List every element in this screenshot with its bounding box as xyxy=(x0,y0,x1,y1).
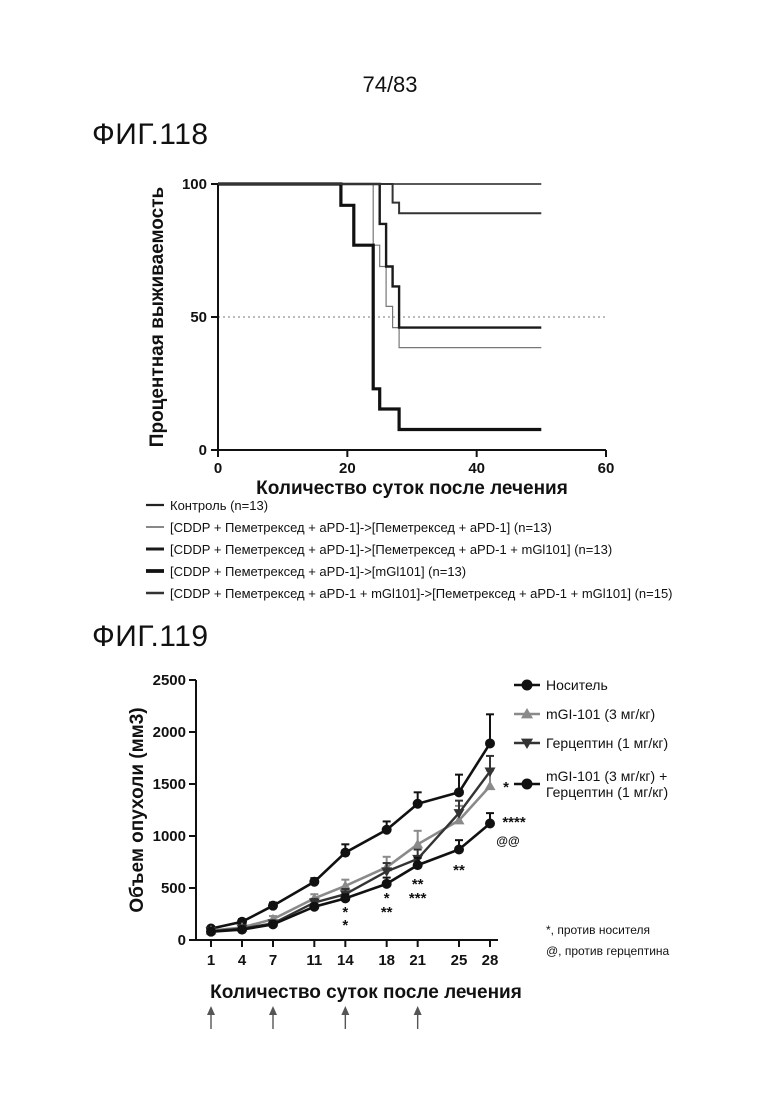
legend-label: Контроль (n=13) xyxy=(170,498,268,513)
legend: Контроль (n=13) [CDDP + Пеметрексед + aPD… xyxy=(146,498,673,601)
legend-label: [CDDP + Пеметрексед + aPD-1]->[Пеметрекс… xyxy=(170,520,552,535)
y-axis-label: Процентная выживаемость xyxy=(147,187,168,447)
legend-item: [CDDP + Пеметрексед + aPD-1]->[Пеметрекс… xyxy=(146,542,612,557)
legend-item: [CDDP + Пеметрексед + aPD-1 + mGl101]->[… xyxy=(146,586,673,601)
legend-label: [CDDP + Пеметрексед + aPD-1]->[Пеметрекс… xyxy=(170,542,612,557)
legend-item: [CDDP + Пеметрексед + aPD-1]->[Пеметрекс… xyxy=(146,520,552,535)
x-tick-label: 20 xyxy=(339,460,356,477)
x-tick-label: 40 xyxy=(468,460,485,477)
legend-label: [CDDP + Пеметрексед + aPD-1 + mGl101]->[… xyxy=(170,586,673,601)
series-layer xyxy=(218,184,541,430)
legend-item: Контроль (n=13) xyxy=(146,498,268,513)
y-tick-label: 100 xyxy=(182,176,207,193)
y-tick-label: 0 xyxy=(199,442,207,459)
legend-item: [CDDP + Пеметрексед + aPD-1]->[mGl101] (… xyxy=(146,564,466,579)
figure-118-chart: 0 50 100 0 20 40 60 Количество суток после леч… xyxy=(0,0,780,1103)
x-axis-label: Количество суток после лечения xyxy=(256,478,568,499)
x-tick-label: 0 xyxy=(214,460,222,477)
y-tick-label: 50 xyxy=(190,309,207,326)
legend-label: [CDDP + Пеметрексед + aPD-1]->[mGl101] (… xyxy=(170,564,466,579)
x-tick-label: 60 xyxy=(598,460,615,477)
